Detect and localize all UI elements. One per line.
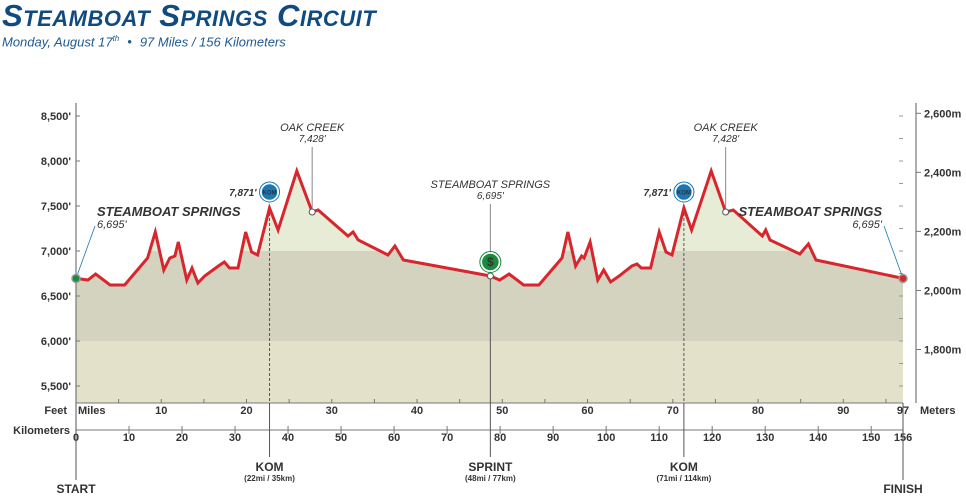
meters-tick-label: 2,400m (924, 167, 962, 179)
page-title: Steamboat Springs Circuit (2, 0, 377, 33)
km-tick-label: 100 (597, 432, 615, 444)
kom-icon-text: KOM (677, 190, 691, 196)
km-tick-label: 10 (123, 432, 135, 444)
separator: • (127, 34, 132, 50)
km-tick-label: 50 (335, 432, 347, 444)
finish-label: FINISH (883, 482, 922, 496)
sprint-dot (486, 272, 494, 280)
feet-tick-label: 7,000' (41, 246, 72, 258)
feet-axis-label: Feet (44, 405, 67, 417)
sprint-icon (480, 252, 501, 272)
feet-tick-label: 7,500' (41, 201, 72, 213)
meters-tick-label: 2,000m (924, 285, 962, 297)
place-dot (308, 208, 316, 216)
stage-date: Monday, August 17 (2, 34, 113, 50)
place-pointer (883, 225, 904, 279)
date-suffix: th (112, 34, 120, 43)
kom-label: KOM (256, 460, 284, 474)
finish-dot (898, 273, 908, 284)
feet-tick-label: 5,500' (41, 381, 72, 393)
mile-tick-label: 20 (240, 405, 252, 417)
km-tick-label: 150 (862, 432, 880, 444)
kom-detail: (22mi / 35km) (244, 474, 295, 483)
feet-tick-label: 6,500' (41, 291, 72, 303)
kom-label: KOM (670, 460, 698, 474)
feet-tick-label: 8,000' (41, 156, 72, 168)
sprint-detail: (48mi / 77km) (465, 474, 516, 483)
mile-tick-label: 40 (411, 405, 423, 417)
place-name: STEAMBOAT SPRINGS (431, 179, 551, 191)
km-tick-label: 40 (282, 432, 294, 444)
km-tick-label: 140 (809, 432, 827, 444)
mile-tick-label: 50 (496, 405, 508, 417)
place-name: OAK CREEK (694, 122, 759, 134)
kom-detail: (71mi / 114km) (657, 474, 712, 483)
place-elevation: 6,695' (97, 219, 128, 231)
subtitle: Monday, August 17th • 97 Miles / 156 Kilom… (2, 34, 286, 49)
mile-tick-label: 10 (155, 405, 167, 417)
place-elevation: 6,695' (852, 219, 883, 231)
km-tick-label: 90 (547, 432, 559, 444)
place-elevation: 7,428' (712, 134, 740, 145)
km-tick-label: 30 (229, 432, 241, 444)
start-label: START (56, 482, 96, 496)
miles-axis-label: Miles (78, 405, 106, 417)
place-name: OAK CREEK (280, 122, 345, 134)
mile-tick-label: 30 (326, 405, 338, 417)
place-name: STEAMBOAT SPRINGS (97, 204, 241, 219)
kom-elevation: 7,871' (643, 188, 671, 199)
meters-tick-label: 2,200m (924, 226, 962, 238)
km-tick-label: 130 (756, 432, 774, 444)
sprint-label: SPRINT (468, 460, 513, 474)
mile-tick-label: 70 (667, 405, 679, 417)
meters-tick-label: 2,600m (924, 108, 962, 120)
place-name: STEAMBOAT SPRINGS (739, 204, 883, 219)
meters-tick-label: 1,800m (924, 345, 962, 357)
mile-tick-label: 80 (752, 405, 764, 417)
place-dot (722, 208, 730, 216)
meters-axis-label: Meters (920, 405, 955, 417)
kom-elevation: 7,871' (229, 188, 257, 199)
kom-icon (674, 182, 694, 202)
feet-tick-label: 6,000' (41, 336, 72, 348)
place-pointer (75, 225, 96, 279)
place-elevation: 6,695' (477, 191, 505, 202)
kom-icon-text: KOM (263, 190, 277, 196)
band-below-6000 (76, 341, 903, 403)
km-tick-label: 70 (441, 432, 453, 444)
mile-tick-label: 90 (837, 405, 849, 417)
km-tick-label: 110 (650, 432, 668, 444)
sprint-icon-text: $ (487, 255, 494, 269)
km-tick-label: 60 (388, 432, 400, 444)
feet-tick-label: 8,500' (41, 111, 72, 123)
start-dot (71, 273, 81, 284)
kom-icon-ring (259, 181, 281, 203)
km-tick-label: 120 (703, 432, 721, 444)
km-axis-label: Kilometers (13, 425, 70, 437)
km-tick-label: 20 (176, 432, 188, 444)
km-tick-label: 80 (494, 432, 506, 444)
place-elevation: 7,428' (299, 134, 327, 145)
stage-distance: 97 Miles / 156 Kilometers (139, 34, 286, 50)
mile-tick-label: 60 (581, 405, 593, 417)
kom-icon-ring (673, 181, 695, 203)
kom-icon (260, 182, 279, 202)
